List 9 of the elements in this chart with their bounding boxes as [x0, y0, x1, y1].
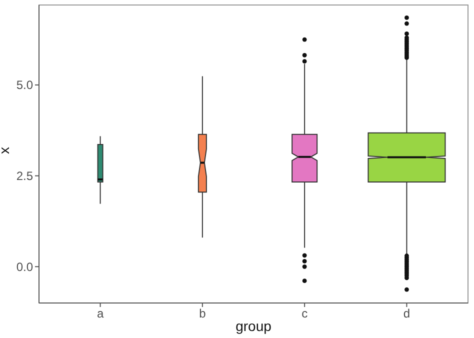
x-tick-label: c — [302, 306, 308, 321]
x-tick-label: d — [403, 306, 410, 321]
y-tick-label: 2.5 — [16, 169, 34, 184]
y-axis-title: x — [0, 147, 12, 154]
y-tick-label: 0.0 — [16, 260, 34, 274]
y-tick-label: 5.0 — [16, 78, 34, 92]
x-axis-title: group — [236, 318, 272, 334]
x-tick-label: b — [199, 306, 206, 321]
x-tick-label: a — [96, 306, 104, 321]
